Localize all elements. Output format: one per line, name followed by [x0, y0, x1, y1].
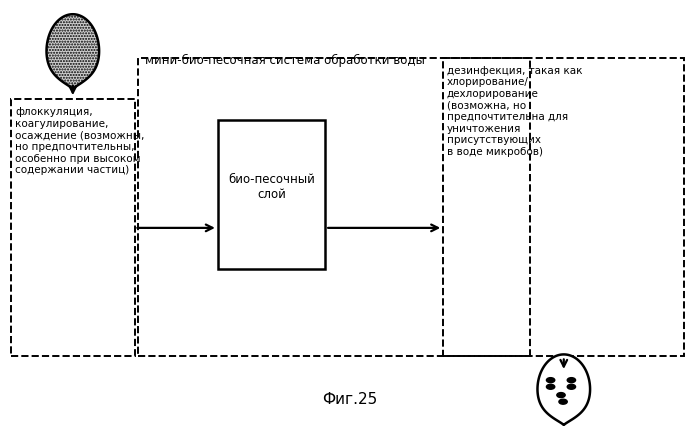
- Text: мини-био-песочная система обработки воды: мини-био-песочная система обработки воды: [145, 53, 425, 66]
- Circle shape: [559, 399, 568, 404]
- Circle shape: [568, 384, 575, 389]
- Polygon shape: [47, 15, 99, 90]
- Circle shape: [547, 378, 555, 383]
- Bar: [218, 121, 325, 270]
- Circle shape: [547, 384, 555, 389]
- Circle shape: [568, 378, 575, 383]
- Text: био-песочный
слой: био-песочный слой: [228, 173, 315, 201]
- Polygon shape: [538, 354, 590, 425]
- Bar: [11, 100, 134, 357]
- Circle shape: [557, 393, 565, 397]
- Text: дезинфекция, такая как
хлорирование/
дехлорирование
(возможна, но
предпочтительн: дезинфекция, такая как хлорирование/ дех…: [447, 66, 582, 157]
- Text: флоккуляция,
коагулирование,
осаждение (возможны,
но предпочтительны,
особенно п: флоккуляция, коагулирование, осаждение (…: [15, 107, 145, 175]
- Text: Фиг.25: Фиг.25: [322, 391, 377, 406]
- Bar: [138, 59, 530, 357]
- Bar: [443, 59, 684, 357]
